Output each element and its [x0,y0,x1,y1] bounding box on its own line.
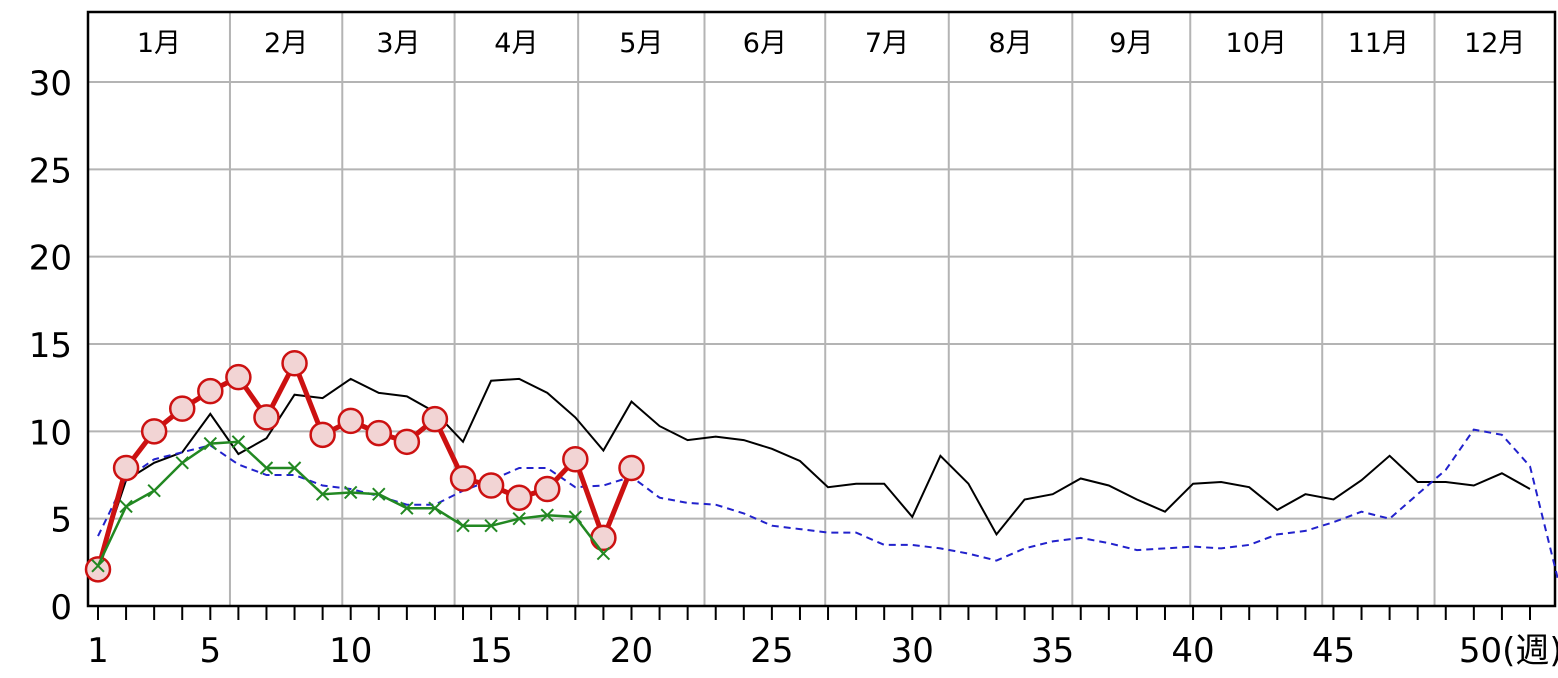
data-point [590,524,617,552]
month-label: 4月 [494,28,538,59]
series-solid-black [97,377,1531,565]
month-label: 5月 [619,28,663,59]
data-point [119,499,133,514]
plot-frame [86,10,1557,608]
x-tick-label: 20 [610,631,653,671]
x-tick-label: 10 [329,631,372,671]
x-tick-label: 5 [199,631,221,671]
x-tick-label: 1 [87,631,109,671]
month-label: 3月 [376,28,420,59]
data-point [484,518,498,533]
x-tick-label: 30 [891,631,934,671]
data-point [147,484,161,498]
plot-border [86,10,1557,608]
y-tick-label: 15 [29,326,72,366]
y-tick-label: 0 [50,588,72,628]
month-label: 12月 [1464,28,1525,59]
data-point [505,484,533,511]
x-tick-label: 35 [1031,631,1074,671]
x-tick-label: 40 [1171,631,1214,671]
data-point [225,363,252,391]
data-point [400,501,414,515]
data-point [618,454,645,482]
data-point [365,419,393,447]
x-tick-label: 50(週) [1459,631,1558,671]
data-point [534,475,561,503]
data-point [372,487,386,501]
data-point [343,485,358,500]
data-point [91,559,105,573]
series-dashed-blue [97,428,1558,581]
month-labels: 1月 2月 3月 4月 5月 6月 7月 8月 9月 10月 11月 12月 [137,28,1526,59]
data-point [175,456,189,470]
month-label: 10月 [1226,28,1287,59]
y-tick-label: 25 [29,151,72,191]
month-label: 2月 [264,28,308,59]
data-point [140,418,168,445]
y-tick-label: 30 [29,64,72,104]
data-point [287,461,302,475]
x-axis: 1 5 10 15 20 25 30 35 40 45 50(週) [87,606,1558,671]
month-label: 9月 [1109,28,1153,59]
data-point [197,377,224,405]
x-tick-label: 45 [1312,631,1355,671]
data-point [512,511,526,526]
data-point [540,508,554,522]
data-point [259,461,274,475]
data-point [84,556,112,583]
data-point [168,395,196,422]
data-point [203,436,218,451]
x-tick-label: 15 [469,631,512,671]
y-axis: 0 5 10 15 20 25 30 [29,64,72,628]
x-tick-label: 25 [750,631,793,671]
month-label: 1月 [137,28,181,59]
month-label: 7月 [865,28,909,59]
data-point [315,487,330,501]
data-point [449,465,477,492]
data-point [596,546,611,561]
data-point [428,501,442,515]
series-line [97,377,1531,565]
data-point [281,349,308,377]
series-red-circles [84,349,645,583]
y-tick-label: 20 [29,239,72,279]
grid [88,12,1555,606]
y-tick-label: 5 [50,501,72,541]
series-line [97,428,1558,581]
series-group [84,349,1558,583]
data-point [477,472,505,499]
month-label: 8月 [988,28,1032,59]
data-point [562,446,589,473]
series-green-x [91,435,611,573]
data-point [112,454,140,482]
data-point [421,405,449,433]
month-label: 6月 [743,28,787,59]
data-point [456,518,470,533]
data-point [568,510,583,524]
data-point [337,407,364,435]
data-point [393,428,421,456]
data-point [231,435,246,449]
month-label: 11月 [1348,28,1409,59]
data-point [253,404,280,431]
y-tick-label: 10 [29,413,72,453]
data-point [309,421,336,449]
